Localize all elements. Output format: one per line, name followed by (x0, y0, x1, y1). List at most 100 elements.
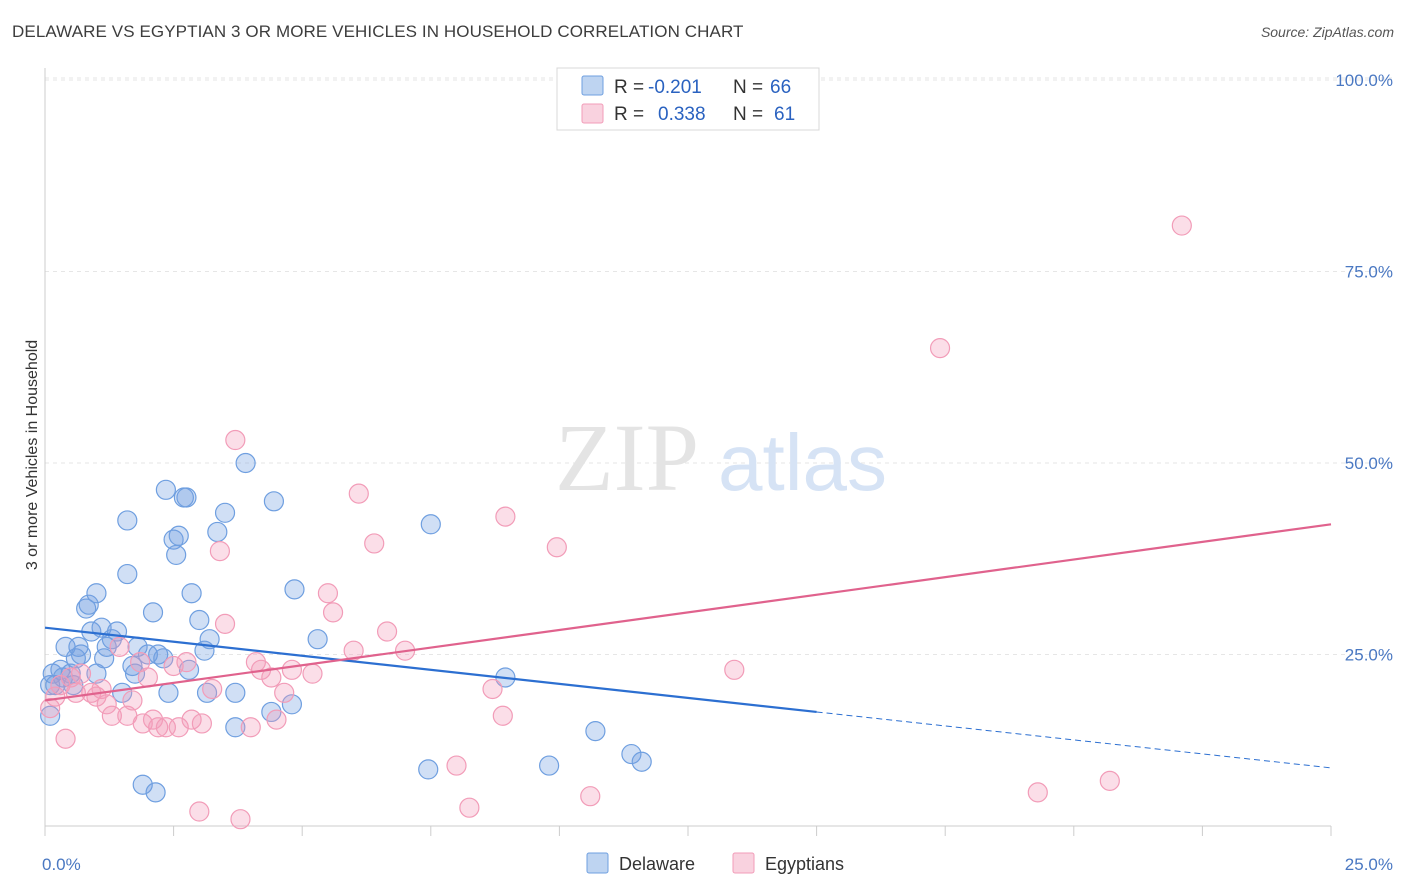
delaware-point (214, 502, 236, 523)
egyptians-point (317, 583, 339, 604)
data-points (40, 215, 1192, 830)
egyptians-point (214, 613, 236, 634)
delaware-point (166, 544, 187, 566)
delaware-point (70, 644, 92, 665)
egyptians-point (163, 655, 184, 677)
egyptians-point (40, 698, 61, 719)
egyptians-point (446, 755, 467, 776)
delaware-point (168, 525, 189, 546)
y-axis-label: 3 or more Vehicles in Household (24, 340, 41, 570)
chart-title: DELAWARE VS EGYPTIAN 3 OR MORE VEHICLES … (12, 22, 744, 41)
stats-r-label-egyptians: R = (614, 104, 644, 125)
delaware-point (178, 659, 200, 680)
egyptians-point (96, 694, 117, 715)
delaware-point (307, 629, 328, 650)
delaware-point (158, 682, 179, 703)
grid (45, 77, 1392, 655)
egyptians-point (546, 537, 567, 558)
delaware-point (153, 648, 174, 669)
delaware-point (137, 644, 158, 665)
egyptians-point (137, 667, 158, 688)
egyptians-point (1099, 770, 1120, 791)
delaware-point (199, 629, 220, 650)
legend-label-delaware: Delaware (619, 854, 695, 874)
egyptians-point (492, 705, 513, 726)
y-tick-labels: 100.0% 75.0% 50.0% 25.0% (1335, 71, 1393, 665)
delaware-point (207, 521, 228, 543)
egyptians-point (189, 801, 210, 822)
egyptians-point (482, 678, 503, 700)
stats-n-value-egyptians: 61 (774, 104, 795, 125)
delaware-point (235, 452, 256, 474)
delaware-point (176, 487, 197, 508)
egyptians-point (230, 809, 251, 830)
watermark-atlas: atlas (718, 418, 887, 507)
delaware-point (132, 774, 153, 795)
y-tick-label-3: 25.0% (1345, 646, 1393, 665)
egyptians-point (348, 483, 369, 504)
watermark-zip: ZIP (555, 404, 699, 511)
stats-n-value-delaware: 66 (770, 77, 791, 98)
stats-r-label-delaware: R = (614, 77, 644, 98)
x-tick-label-0: 0.0% (42, 855, 81, 874)
egyptians-point (55, 728, 76, 749)
y-tick-label-2: 50.0% (1345, 454, 1393, 473)
egyptians-point (376, 621, 398, 642)
trend-lines (44, 523, 1332, 769)
delaware-point (420, 514, 441, 535)
egyptians-point (191, 713, 212, 734)
delaware-point (50, 659, 71, 680)
delaware-point (124, 663, 146, 684)
stats-legend-box (556, 67, 820, 131)
legend-swatch-delaware (586, 852, 609, 874)
egyptians-point (225, 429, 246, 451)
x-tick-label-1: 25.0% (1345, 855, 1393, 874)
egyptians-point (459, 797, 480, 818)
egyptians-point (168, 717, 189, 738)
egyptians-point (364, 533, 385, 554)
egyptians-point (148, 717, 169, 738)
egyptians-point (181, 709, 202, 730)
delaware-point (40, 705, 61, 726)
delaware-point (112, 682, 133, 703)
egyptians-point (70, 663, 92, 684)
delaware-point (68, 636, 89, 657)
delaware-trend-extension (816, 711, 1332, 769)
series-legend: Delaware Egyptians (586, 852, 844, 874)
egyptians-point (724, 659, 745, 680)
stats-legend: R = -0.201 N = 66 R = 0.338 N = 61 (556, 67, 820, 131)
delaware-point (86, 583, 107, 604)
stats-n-label-egyptians: N = (733, 104, 763, 125)
delaware-point (539, 755, 560, 776)
egyptians-point (929, 338, 951, 359)
egyptians-point (45, 686, 66, 707)
egyptians-point (202, 678, 223, 700)
egyptians-point (209, 540, 230, 562)
delaware-point (225, 717, 246, 738)
delaware-point (117, 510, 138, 531)
delaware-point (76, 598, 97, 619)
delaware-point (585, 720, 606, 742)
egyptians-point (322, 602, 344, 623)
egyptians-point (580, 786, 601, 807)
egyptians-point (176, 652, 197, 673)
y-tick-label-0: 100.0% (1335, 71, 1393, 90)
x-tick-labels: 0.0% 25.0% (42, 855, 1393, 874)
delaware-point (225, 682, 246, 703)
delaware-trend-line (44, 626, 817, 714)
delaware-point (78, 594, 99, 615)
egyptians-point (343, 640, 364, 661)
delaware-point (117, 563, 138, 585)
egyptians-point (266, 709, 287, 730)
egyptians-point (281, 659, 303, 680)
stats-n-label-delaware: N = (733, 77, 763, 98)
egyptians-point (109, 636, 130, 657)
egyptians-point (261, 667, 282, 688)
legend-label-egyptians: Egyptians (765, 854, 844, 874)
stats-r-value-egyptians: 0.338 (658, 104, 706, 125)
egyptians-point (1171, 215, 1192, 236)
watermark: ZIP atlas (555, 404, 887, 511)
delaware-point (145, 782, 166, 803)
delaware-point (189, 609, 210, 631)
